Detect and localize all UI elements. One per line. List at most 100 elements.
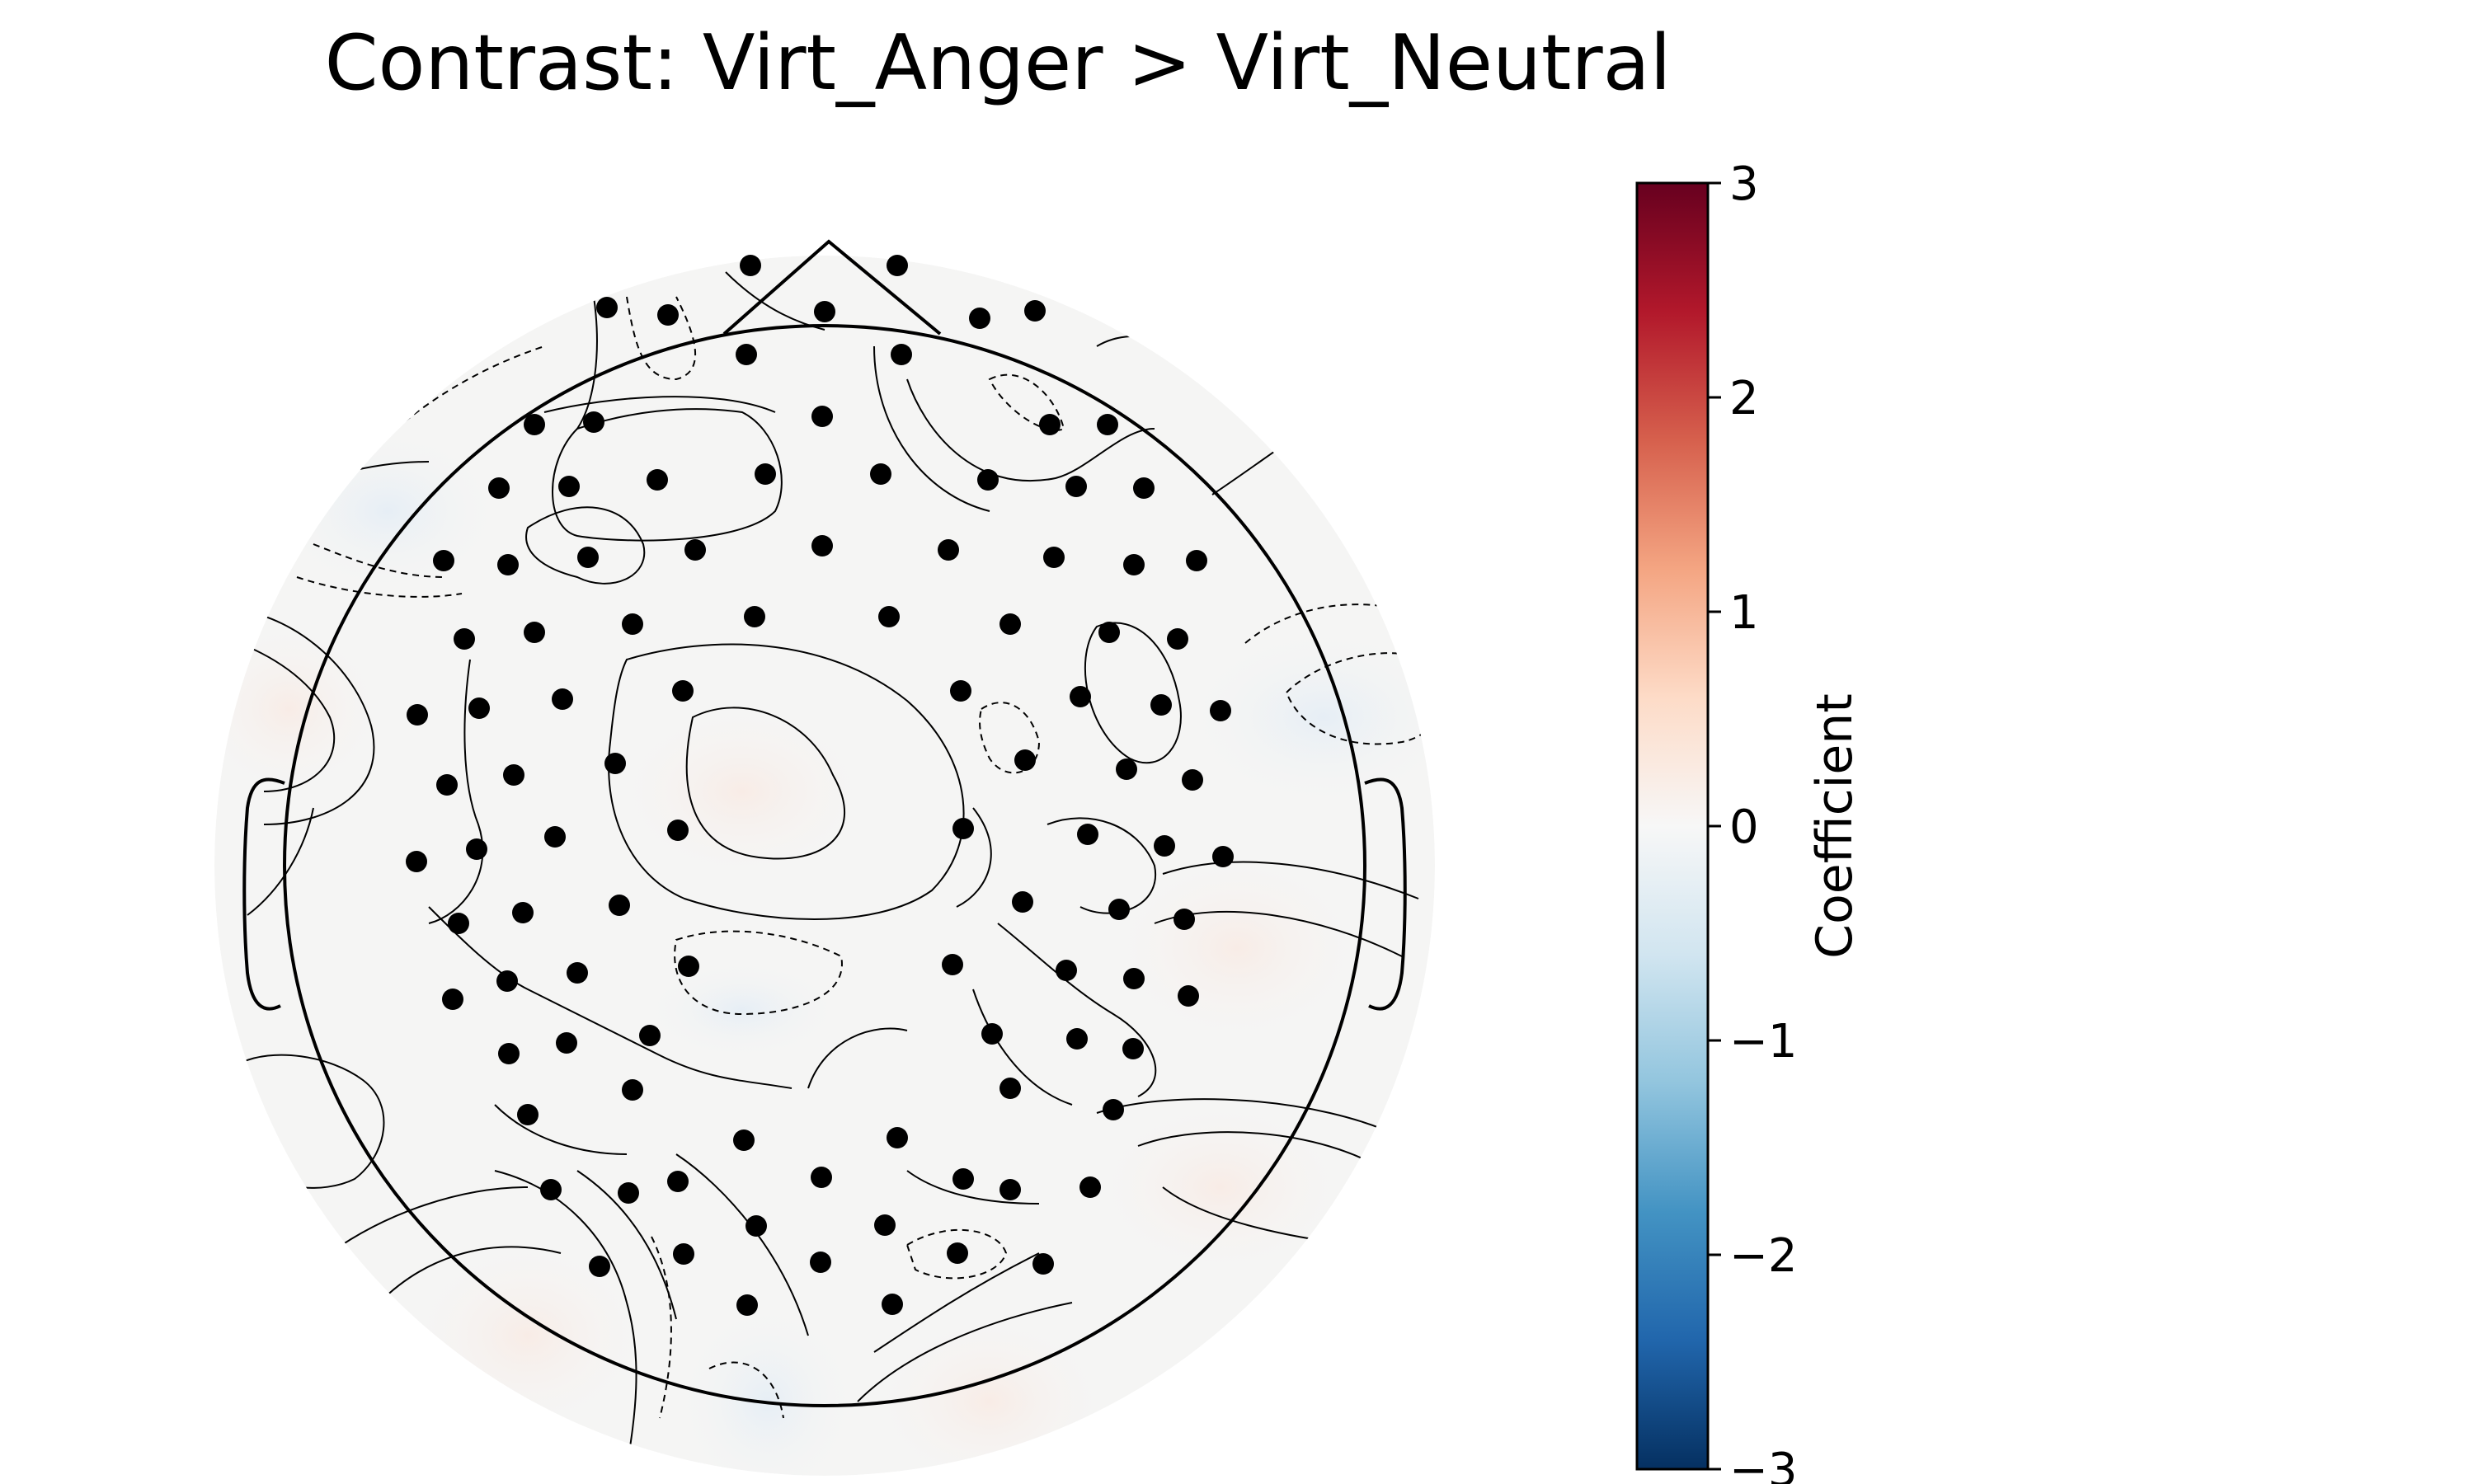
sensor-marker xyxy=(454,628,475,650)
sensor-marker xyxy=(604,753,626,774)
colorbar-tick-label: −3 xyxy=(1729,1444,1798,1484)
sensor-marker xyxy=(1178,985,1199,1007)
sensor-marker xyxy=(947,1242,968,1264)
sensor-marker xyxy=(618,1182,639,1204)
colorbar-tick-label: 2 xyxy=(1729,372,1759,425)
sensor-marker xyxy=(942,954,963,975)
sensor-marker xyxy=(524,622,545,643)
sensor-marker xyxy=(442,989,463,1010)
contour-line xyxy=(379,1246,562,1303)
negative-contour xyxy=(313,543,446,578)
sensor-marker xyxy=(952,1168,974,1190)
sensor-marker xyxy=(1103,1099,1124,1120)
sensor-marker xyxy=(1024,300,1046,322)
sensor-marker xyxy=(1133,477,1155,499)
sensor-marker xyxy=(1123,554,1145,575)
sensor-marker xyxy=(667,1171,689,1192)
sensor-marker xyxy=(406,851,427,872)
sensor-marker xyxy=(436,774,458,796)
negative-contour xyxy=(1285,652,1435,745)
negative-contour xyxy=(708,1361,784,1419)
sensor-marker xyxy=(622,613,643,635)
contour-line xyxy=(1096,1098,1403,1139)
sensor-marker xyxy=(1182,769,1203,791)
contour-line xyxy=(807,1027,908,1089)
sensor-marker xyxy=(811,535,833,556)
sensor-marker xyxy=(814,301,835,322)
contour-line xyxy=(857,1302,1073,1402)
sensor-marker xyxy=(657,304,679,326)
negative-contour xyxy=(1244,603,1427,644)
sensor-marker xyxy=(878,606,900,627)
sensor-marker xyxy=(524,414,545,435)
sensor-marker xyxy=(811,406,833,427)
sensor-marker xyxy=(969,308,990,329)
colorbar-tick-label: 3 xyxy=(1729,157,1759,211)
left-ear-outline xyxy=(242,777,285,1011)
sensor-marker xyxy=(952,818,974,839)
contour-line xyxy=(873,1252,1040,1353)
sensor-marker xyxy=(596,297,618,318)
sensor-marker xyxy=(891,344,912,365)
colorbar-ticks: 3 2 1 0 −1 −2 −3 xyxy=(1708,157,1798,1484)
sensor-marker xyxy=(882,1294,903,1315)
contour-line xyxy=(576,296,598,430)
contour-line xyxy=(494,1104,628,1155)
sensor-marker xyxy=(1066,1028,1088,1050)
sensor-marker xyxy=(1032,1253,1054,1275)
contour-line xyxy=(525,506,646,585)
sensor-marker xyxy=(498,1043,520,1064)
sensor-marker xyxy=(1097,414,1118,435)
sensor-marker xyxy=(544,826,566,848)
contour-line xyxy=(997,923,1157,1097)
sensor-marker xyxy=(1077,824,1098,845)
contour-line xyxy=(428,659,484,924)
contour-line xyxy=(906,378,1155,482)
negative-contour xyxy=(651,1236,672,1419)
sensor-marker xyxy=(736,1294,758,1316)
sensor-marker xyxy=(1098,622,1120,643)
sensor-marker xyxy=(678,956,699,977)
head-outline xyxy=(242,239,1407,1407)
sensor-marker xyxy=(811,1167,832,1188)
sensor-marker xyxy=(1123,968,1145,989)
colorbar-tick-label: −2 xyxy=(1729,1229,1798,1283)
sensor-marker xyxy=(517,1104,539,1125)
sensor-marker xyxy=(1212,846,1234,867)
sensor-marker xyxy=(496,970,518,992)
sensor-marker xyxy=(1014,749,1036,771)
sensor-marker xyxy=(589,1256,610,1277)
sensor-marker xyxy=(1065,476,1087,497)
sensor-marker xyxy=(977,469,999,491)
sensor-marker xyxy=(874,1214,896,1236)
sensor-marker xyxy=(1079,1176,1101,1198)
sensor-marker xyxy=(577,547,599,568)
sensor-marker xyxy=(755,463,776,485)
sensor-marker xyxy=(540,1179,562,1200)
sensor-marker xyxy=(938,539,959,561)
sensor-marker xyxy=(1210,700,1231,721)
sensor-marker xyxy=(981,1023,1003,1045)
chart-title: Contrast: Virt_Anger > Virt_Neutral xyxy=(325,18,1672,107)
sensor-marker xyxy=(1154,835,1175,857)
colorbar-tick-label: 1 xyxy=(1729,586,1759,640)
sensor-marker xyxy=(950,680,971,702)
contour-line xyxy=(428,906,793,1089)
sensor-marker xyxy=(684,539,706,561)
contour-line xyxy=(972,989,1073,1106)
sensor-marker xyxy=(999,1078,1021,1099)
sensor-marker xyxy=(1174,909,1195,930)
sensor-marker xyxy=(1150,694,1172,716)
sensor-marker xyxy=(1043,547,1065,568)
sensor-marker xyxy=(647,469,668,491)
contour-line xyxy=(238,642,336,792)
colorbar-gradient xyxy=(1635,181,1710,1471)
sensor-marker xyxy=(672,680,694,702)
sensor-marker xyxy=(407,704,428,726)
negative-contour xyxy=(296,576,463,598)
sensor-marker xyxy=(1070,686,1091,707)
sensor-marker xyxy=(558,476,580,497)
sensor-marker xyxy=(745,1215,767,1237)
negative-contour xyxy=(905,1228,1008,1280)
